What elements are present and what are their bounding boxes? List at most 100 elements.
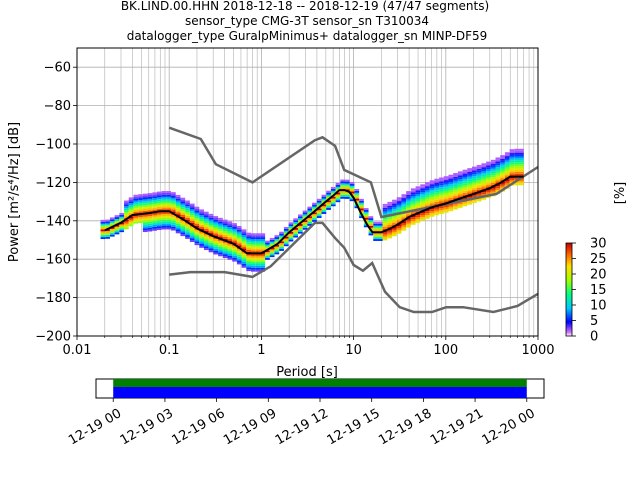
- heatmap-cell: [486, 175, 491, 177]
- heatmap-cell: [283, 236, 289, 239]
- heatmap-cell: [222, 231, 228, 234]
- heatmap-cell: [166, 223, 172, 226]
- heatmap-cell: [246, 267, 252, 270]
- heatmap-cell: [246, 265, 252, 268]
- heatmap-cell: [335, 184, 341, 187]
- heatmap-cell: [476, 189, 482, 192]
- heatmap-cell: [377, 223, 383, 226]
- heatmap-cell: [312, 216, 317, 219]
- heatmap-cell: [109, 234, 115, 237]
- heatmap-cell: [406, 223, 411, 226]
- heatmap-cell: [406, 191, 411, 194]
- heatmap-cell: [185, 231, 190, 234]
- heatmap-cell: [199, 238, 204, 241]
- heatmap-cell: [476, 184, 482, 187]
- heatmap-cell: [401, 203, 407, 206]
- heatmap-cell: [255, 233, 261, 236]
- heatmap-cell: [387, 211, 393, 214]
- heatmap-cell: [307, 220, 313, 222]
- heatmap-cell: [495, 157, 501, 160]
- heatmap-cell: [218, 246, 223, 249]
- heatmap-cell: [326, 204, 331, 207]
- heatmap-cell: [462, 181, 468, 184]
- heatmap-cell: [434, 186, 440, 189]
- heatmap-cell: [519, 162, 524, 165]
- heatmap-cell: [260, 242, 266, 245]
- heatmap-cell: [495, 161, 501, 164]
- heatmap-cell: [345, 196, 350, 199]
- heatmap-cell: [236, 227, 242, 230]
- heatmap-cell: [467, 172, 472, 174]
- heatmap-cell: [161, 206, 167, 209]
- heatmap-cell: [236, 241, 242, 244]
- heatmap-cell: [156, 208, 162, 211]
- heatmap-cell: [269, 241, 275, 244]
- heatmap-cell: [434, 194, 440, 197]
- heatmap-cell: [410, 211, 416, 214]
- heatmap-cell: [345, 193, 350, 196]
- heatmap-cell: [504, 154, 510, 157]
- heatmap-cell: [514, 183, 520, 186]
- heatmap-cell: [387, 219, 393, 222]
- heatmap-cell: [166, 221, 172, 224]
- heatmap-cell: [302, 220, 308, 223]
- heatmap-cell: [330, 190, 336, 193]
- heatmap-cell: [481, 174, 487, 177]
- heatmap-cell: [119, 230, 125, 233]
- colorbar-tick-label: 30: [590, 237, 607, 252]
- heatmap-cell: [504, 165, 510, 168]
- heatmap-cell: [392, 199, 397, 202]
- heatmap-cell: [175, 225, 181, 228]
- x-axis-ticks: 0.01 0.1 1 10 100 1000: [63, 336, 555, 358]
- heatmap-cell: [486, 163, 491, 166]
- heatmap-cell: [509, 178, 515, 180]
- heatmap-cell: [171, 220, 176, 223]
- heatmap-cell: [152, 226, 157, 229]
- heatmap-cell: [255, 264, 261, 266]
- y-tick-label: −60: [44, 61, 71, 76]
- heatmap-cell: [171, 226, 176, 229]
- heatmap-cell: [387, 203, 393, 206]
- heatmap-cell: [293, 222, 299, 225]
- heatmap-cell: [406, 200, 411, 203]
- heatmap-cell: [109, 230, 115, 233]
- heatmap-cell: [203, 223, 209, 226]
- heatmap-cell: [269, 249, 275, 252]
- heatmap-cell: [128, 218, 134, 221]
- heatmap-cell: [406, 214, 411, 217]
- heatmap-cell: [410, 205, 416, 208]
- heatmap-cell: [330, 188, 336, 191]
- heatmap-cell: [401, 221, 407, 224]
- heatmap-cell: [260, 260, 266, 263]
- heatmap-cell: [203, 219, 209, 222]
- heatmap-cell: [236, 225, 242, 228]
- heatmap-cell: [227, 232, 233, 235]
- heatmap-cell: [218, 227, 223, 230]
- heatmap-cell: [189, 213, 195, 216]
- heatmap-cell: [227, 244, 233, 247]
- heatmap-cell: [424, 184, 430, 187]
- heatmap-cell: [490, 186, 496, 189]
- heatmap-cell: [490, 159, 496, 162]
- heatmap-cell: [119, 222, 125, 225]
- heatmap-cell: [377, 237, 383, 240]
- heatmap-cell: [406, 194, 411, 197]
- heatmap-cell: [199, 213, 204, 216]
- heatmap-cell: [448, 195, 454, 198]
- heatmap-cell: [467, 202, 472, 205]
- heatmap-cell: [279, 248, 284, 251]
- heatmap-cell: [203, 221, 209, 224]
- heatmap-cell: [222, 244, 228, 247]
- heatmap-cell: [326, 202, 331, 205]
- heatmap-cell: [222, 233, 228, 235]
- heatmap-cell: [147, 200, 153, 203]
- heatmap-cell: [392, 228, 397, 231]
- heatmap-cell: [232, 228, 237, 231]
- heatmap-cell: [439, 181, 444, 184]
- heatmap-cell: [443, 197, 449, 200]
- heatmap-cell: [255, 248, 261, 251]
- heatmap-cell: [241, 233, 247, 236]
- heatmap-cell: [203, 217, 209, 220]
- heatmap-cell: [340, 194, 346, 197]
